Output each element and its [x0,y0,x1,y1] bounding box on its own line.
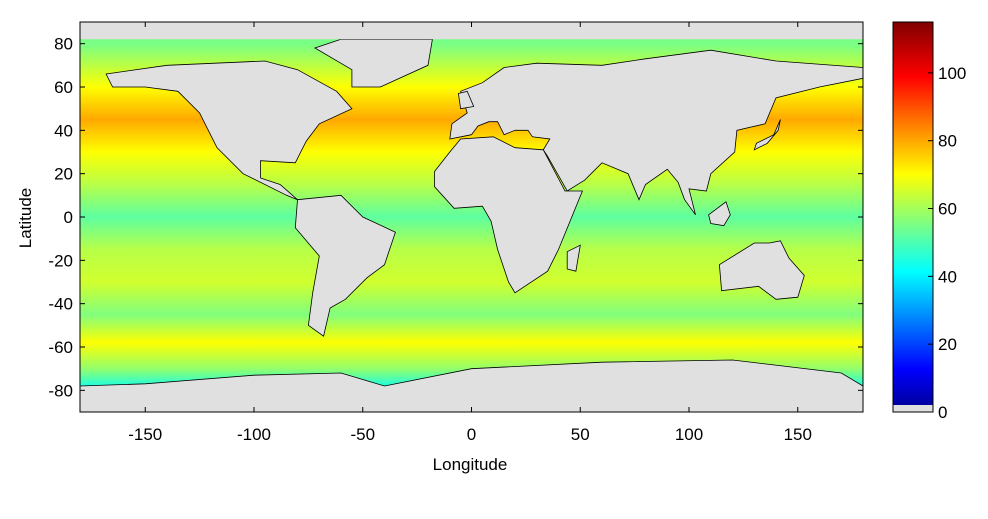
colorbar-tick-label: 20 [938,335,957,354]
x-tick-label: 0 [467,425,476,444]
land-africa [434,136,583,294]
land-arctic-cap [80,22,863,40]
y-tick-label: 60 [54,78,73,97]
land-layer [80,22,863,412]
y-tick-label: -60 [48,338,73,357]
x-tick-label: -50 [350,425,375,444]
colorbar-tick-label: 0 [938,403,947,422]
colorbar: 0 20 40 60 80 100 [892,21,966,422]
land-south-america [294,194,396,337]
y-axis-label: Latitude [16,188,35,249]
colorbar-tick-label: 80 [938,132,957,151]
land-madagascar [566,244,581,272]
land-australia [718,240,805,300]
y-axis: 80 60 40 20 0 -20 -40 -60 -80 [48,35,863,400]
colorbar-tick-label: 40 [938,267,957,286]
land-borneo [708,201,731,227]
x-tick-label: 50 [571,425,590,444]
x-tick-label: 100 [675,425,703,444]
colorbar-tick-label: 60 [938,200,957,219]
land-antarctica [80,359,863,412]
y-tick-label: -80 [48,381,73,400]
x-axis: -150 -100 -50 0 50 100 150 [128,22,812,444]
land-eurasia [449,49,863,216]
x-tick-label: -150 [128,425,162,444]
y-tick-label: 80 [54,35,73,54]
colorbar-gradient [893,22,933,412]
colorbar-tick-label: 100 [938,64,966,83]
x-tick-label: -100 [237,425,271,444]
y-tick-label: 20 [54,165,73,184]
y-tick-label: -40 [48,295,73,314]
colorbar-frame [892,21,934,413]
x-tick-label: 150 [784,425,812,444]
y-tick-label: 0 [64,208,73,227]
y-tick-label: 40 [54,121,73,140]
land-north-america [105,60,353,201]
land-japan [753,119,781,151]
colorbar-nodata [893,405,933,412]
land-uk [457,90,475,110]
x-axis-label: Longitude [433,455,508,474]
map-plot-area [80,22,863,412]
y-tick-label: -20 [48,251,73,270]
